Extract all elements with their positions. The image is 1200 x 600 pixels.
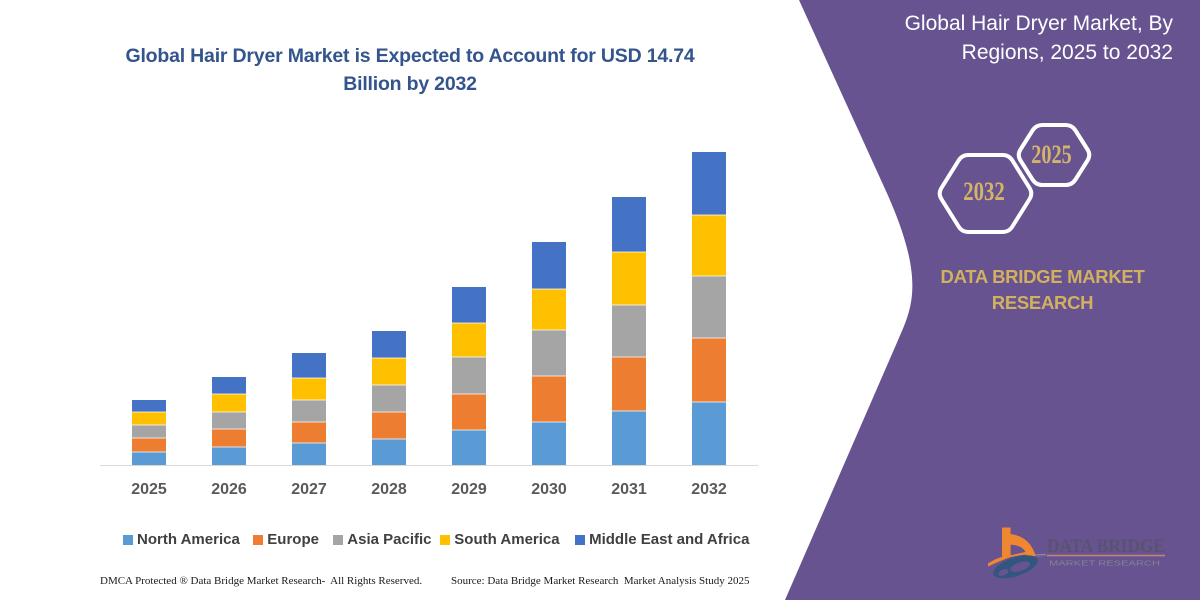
svg-text:2032: 2032 [963, 177, 1005, 206]
svg-text:DATA BRIDGE: DATA BRIDGE [1047, 536, 1165, 557]
svg-text:MARKET RESEARCH: MARKET RESEARCH [1049, 561, 1160, 568]
svg-text:2025: 2025 [1031, 140, 1072, 169]
